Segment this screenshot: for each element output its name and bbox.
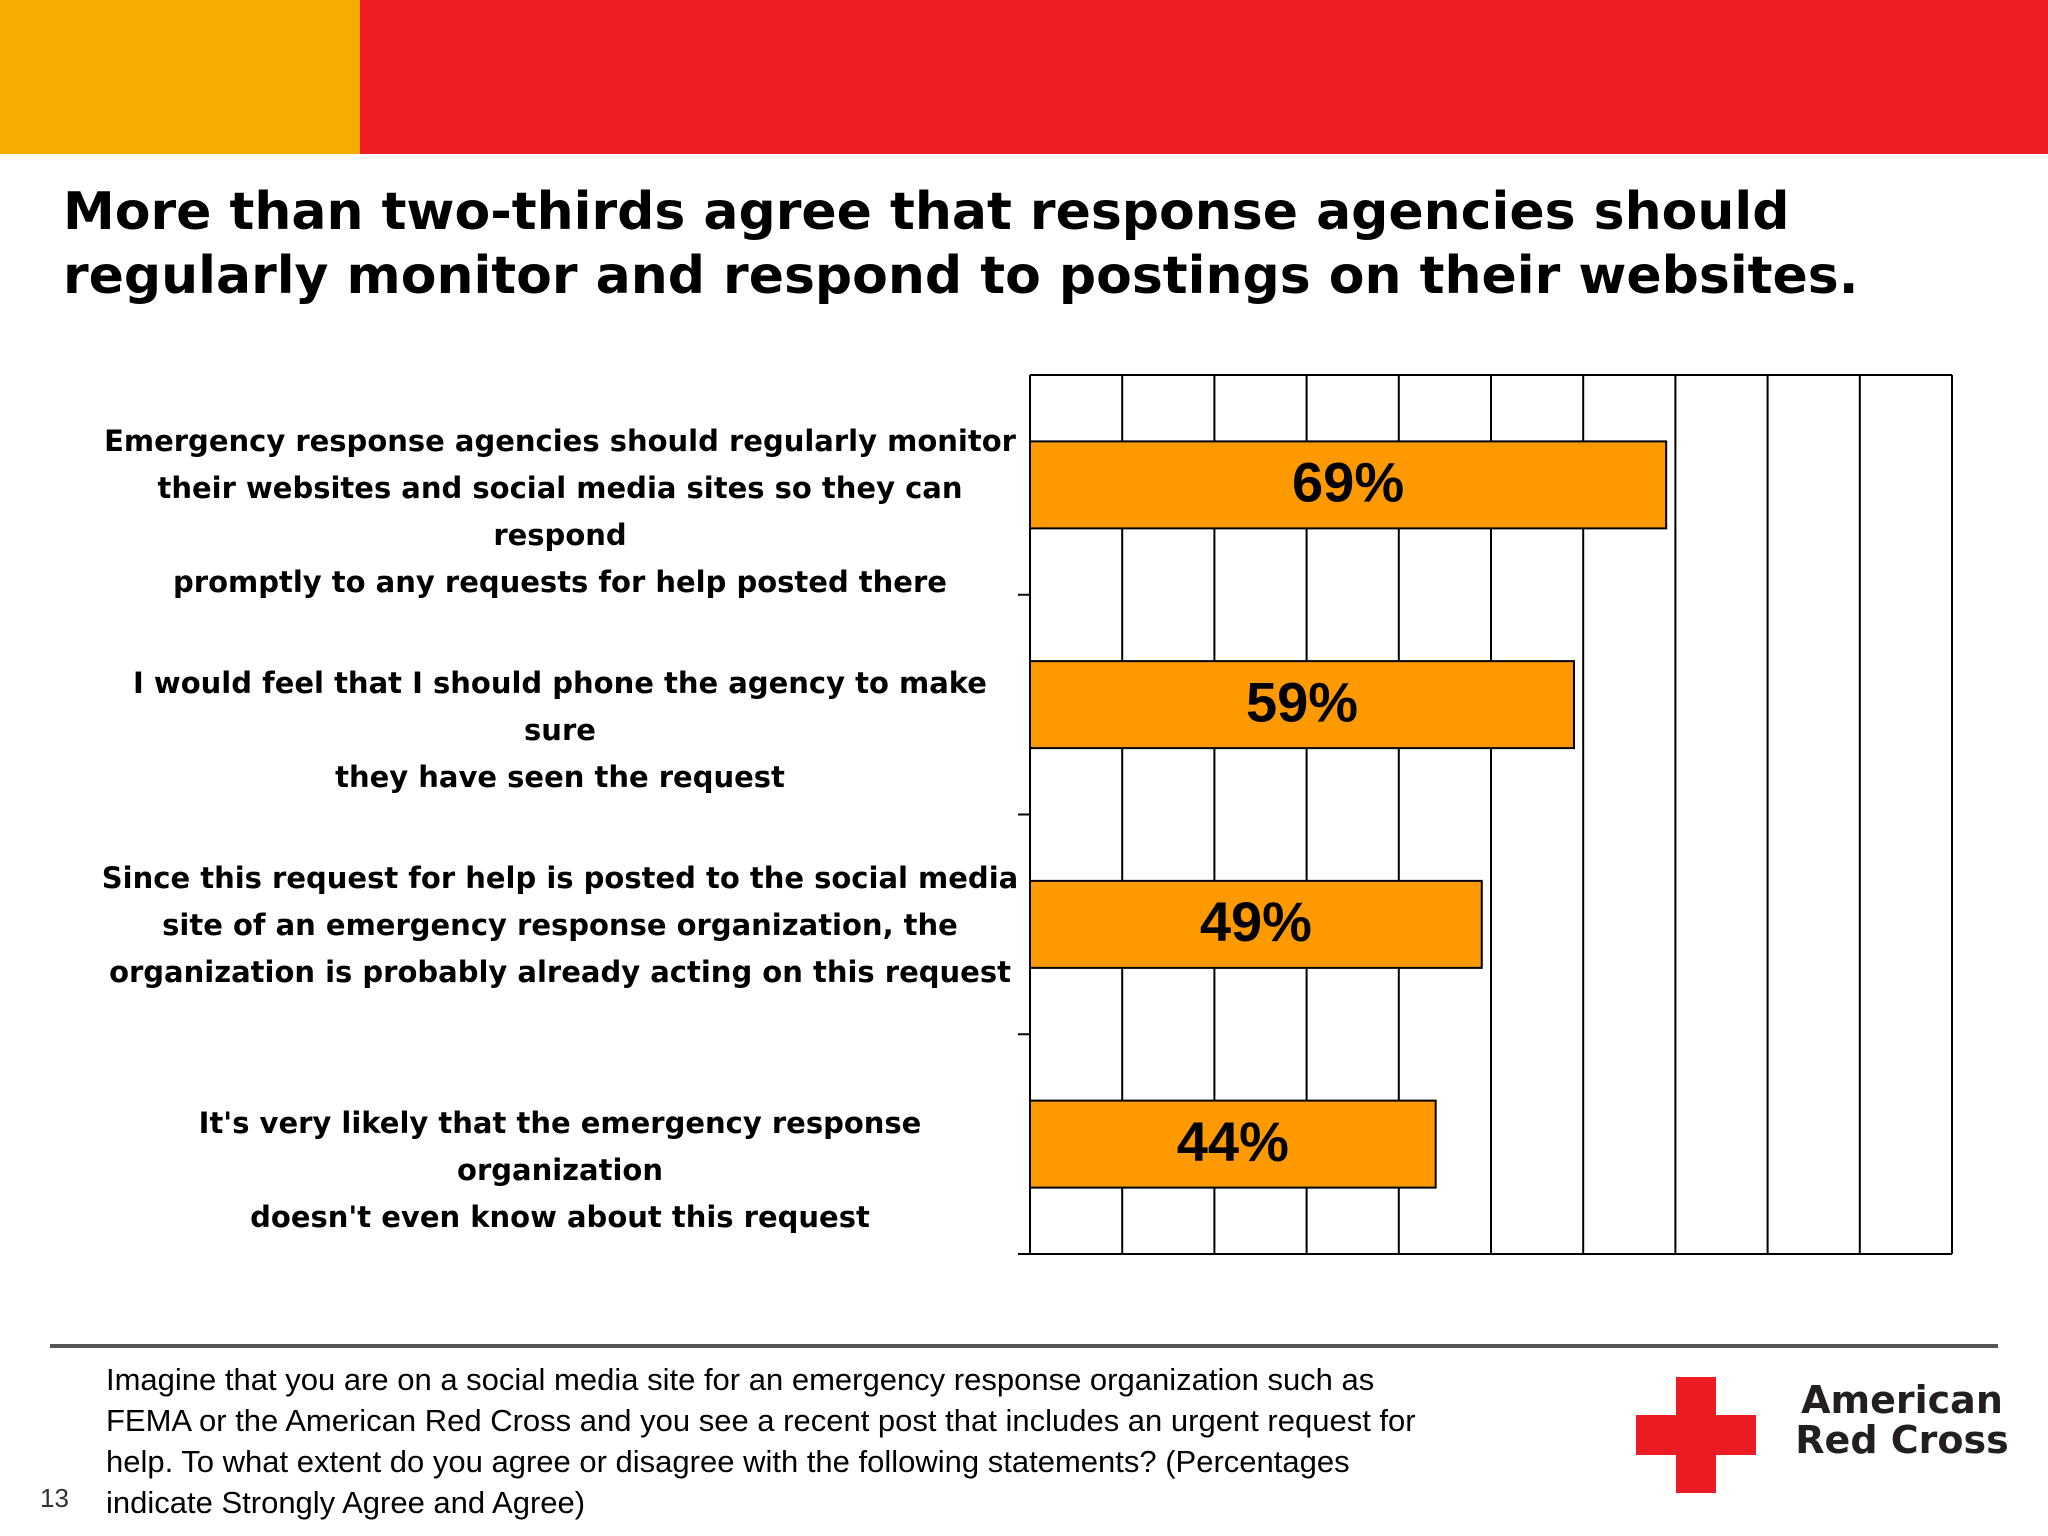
survey-question: Imagine that you are on a social media s…: [106, 1362, 1416, 1520]
bar-3: [1029, 879, 1483, 969]
bar-chart: 69% 59% 49% 44%: [1018, 374, 1953, 1255]
title-line-1: More than two-thirds agree that response…: [63, 182, 1790, 242]
category-label-2: I would feel that I should phone the age…: [133, 666, 987, 794]
data-label-4: 44%: [1177, 1110, 1289, 1173]
page-number: 13: [40, 1483, 69, 1513]
data-label-3: 49%: [1200, 890, 1312, 953]
title-line-2: regularly monitor and respond to posting…: [63, 246, 1859, 306]
footer-divider: [50, 1344, 1998, 1348]
logo-line-1: American: [1801, 1378, 2003, 1422]
logo-line-2: Red Cross: [1795, 1418, 2009, 1462]
bar-2: [1029, 660, 1575, 750]
american-red-cross-logo-text: American Red Cross: [1782, 1380, 2022, 1460]
header-band-red: [360, 0, 2048, 154]
data-label-2: 59%: [1246, 670, 1358, 733]
category-label-3: Since this request for help is posted to…: [101, 861, 1019, 989]
page-title: More than two-thirds agree that response…: [63, 180, 1963, 308]
data-label-1: 69%: [1292, 451, 1404, 514]
bar-4: [1029, 1099, 1437, 1189]
header-band-yellow: [0, 0, 360, 154]
category-label-4: It's very likely that the emergency resp…: [198, 1106, 922, 1234]
category-label-1: Emergency response agencies should regul…: [104, 424, 1016, 599]
bar-1: [1029, 440, 1668, 530]
red-cross-icon: [1636, 1377, 1756, 1493]
